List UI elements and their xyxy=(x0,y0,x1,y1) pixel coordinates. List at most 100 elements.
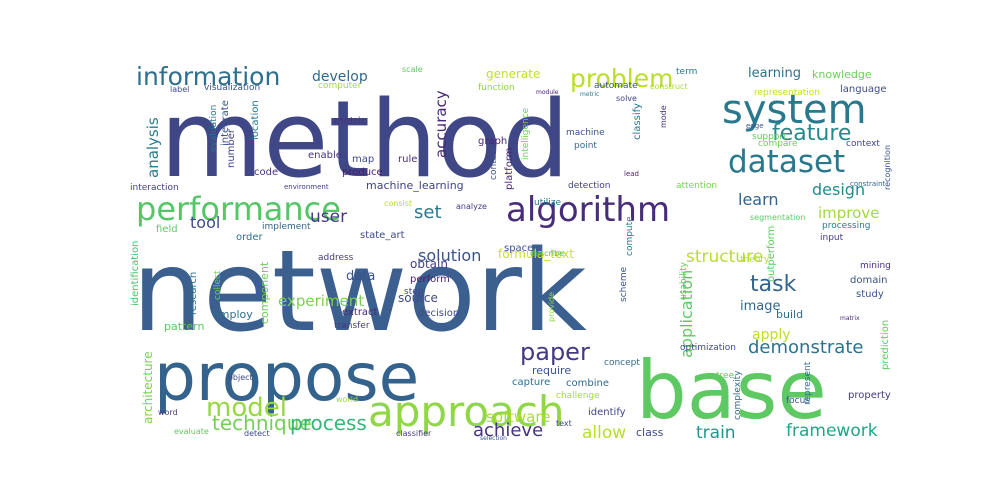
word-process: process xyxy=(290,411,367,435)
word-intelligence: intelligence xyxy=(521,107,531,160)
word-map: map xyxy=(352,154,374,165)
word-model: model xyxy=(206,393,287,423)
word-information: information xyxy=(136,62,280,91)
word-experiment: experiment xyxy=(278,292,364,310)
word-prediction: prediction xyxy=(880,320,891,370)
word-mining: mining xyxy=(860,261,891,271)
word-analyze: analyze xyxy=(456,202,487,211)
word-compare: compare xyxy=(758,139,798,149)
word-visualization: visualization xyxy=(204,83,260,93)
word-code: code xyxy=(254,167,278,178)
word-achieve: achieve xyxy=(473,420,543,441)
word-mode: mode xyxy=(659,105,668,128)
word-processing: processing xyxy=(822,221,871,231)
word-implement: implement xyxy=(262,222,311,232)
word-compute: compute xyxy=(625,216,635,256)
word-matrix: matrix xyxy=(840,315,860,322)
word-approach: approach xyxy=(368,387,565,436)
word-computer: computer xyxy=(318,81,362,91)
word-study: study xyxy=(856,289,884,300)
word-construct: construct xyxy=(650,82,688,91)
word-source: source xyxy=(398,291,438,305)
word-analysis: analysis xyxy=(144,117,162,178)
word-machine-learning: machine_learning xyxy=(366,179,464,192)
word-classify: classify xyxy=(632,103,643,140)
word-focus: focus xyxy=(786,396,810,406)
word-function: function xyxy=(478,83,515,93)
word-detect: detect xyxy=(244,429,270,438)
word-evaluate: evaluate xyxy=(174,427,209,436)
word-address: address xyxy=(318,253,354,263)
word-rule: rule xyxy=(398,154,417,165)
word-technique: technique xyxy=(212,411,312,435)
word-support: support xyxy=(752,132,787,142)
word-challenge: challenge xyxy=(556,391,600,401)
word-metric: metric xyxy=(580,91,599,98)
word-system: system xyxy=(722,87,867,133)
word-dataset: dataset xyxy=(728,144,845,180)
word-graph: graph xyxy=(478,136,507,147)
word-identify: identify xyxy=(588,407,626,418)
word-environment: environment xyxy=(284,183,329,191)
word-employ: employ xyxy=(212,308,253,321)
word-classifier: classifier xyxy=(396,429,432,438)
word-describe: describe xyxy=(530,249,564,258)
word-label: label xyxy=(170,85,189,94)
word-consist: consist xyxy=(384,199,412,208)
word-interaction: interaction xyxy=(130,183,179,193)
word-feature: feature xyxy=(772,121,851,146)
word-complexity: complexity xyxy=(733,370,743,420)
word-decision: decision xyxy=(418,308,459,319)
word-require: require xyxy=(532,364,571,377)
word-selection: selection xyxy=(480,435,507,442)
word-enable: enable xyxy=(308,150,342,161)
word-performance: performance xyxy=(136,190,341,228)
word-component: component xyxy=(258,261,271,324)
word-allow: allow xyxy=(582,423,626,443)
word-learning: learning xyxy=(748,66,801,81)
word-set: set xyxy=(414,202,442,223)
word-software: software xyxy=(486,408,550,426)
word-train: train xyxy=(696,423,736,443)
word-provide: provide xyxy=(547,292,556,322)
word-extract: extract xyxy=(342,307,378,318)
word-paper: paper xyxy=(520,338,590,366)
word-collect: collect xyxy=(213,270,223,300)
word-formula-text: formula_text xyxy=(498,247,574,261)
word-platform: platform xyxy=(504,148,515,191)
word-lead: lead xyxy=(624,170,639,178)
word-constraint: constraint xyxy=(850,180,886,188)
word-network: network xyxy=(132,227,587,357)
word-recognition: recognition xyxy=(883,145,892,190)
word-number: number xyxy=(226,128,237,168)
word-detection: detection xyxy=(568,181,611,191)
word-produce: produce xyxy=(342,167,383,178)
word-segmentation: segmentation xyxy=(750,213,805,222)
word-field: field xyxy=(156,224,178,235)
word-optimization: optimization xyxy=(680,343,736,353)
word-world: world xyxy=(336,395,358,404)
word-machine: machine xyxy=(566,128,605,138)
word-point: point xyxy=(574,141,597,151)
word-input: input xyxy=(820,233,844,243)
word-edge: edge xyxy=(746,122,764,130)
word-application: application xyxy=(677,270,696,358)
word-obtain: obtain xyxy=(410,257,448,271)
word-usability: usability xyxy=(679,261,689,300)
word-knowledge: knowledge xyxy=(812,68,872,81)
word-integrate: integrate xyxy=(220,100,231,146)
word-scheme: scheme xyxy=(619,266,629,302)
word-scale: scale xyxy=(402,65,423,74)
word-accuracy: accuracy xyxy=(432,90,450,158)
word-word: word xyxy=(158,408,178,417)
word-demonstrate: demonstrate xyxy=(748,337,863,358)
word-module: module xyxy=(536,89,559,96)
word-combine: combine xyxy=(566,378,609,389)
word-framework: framework xyxy=(786,421,878,441)
word-problem: problem xyxy=(570,64,673,93)
word-automate: automate xyxy=(594,81,638,91)
word-order: order xyxy=(236,232,264,243)
